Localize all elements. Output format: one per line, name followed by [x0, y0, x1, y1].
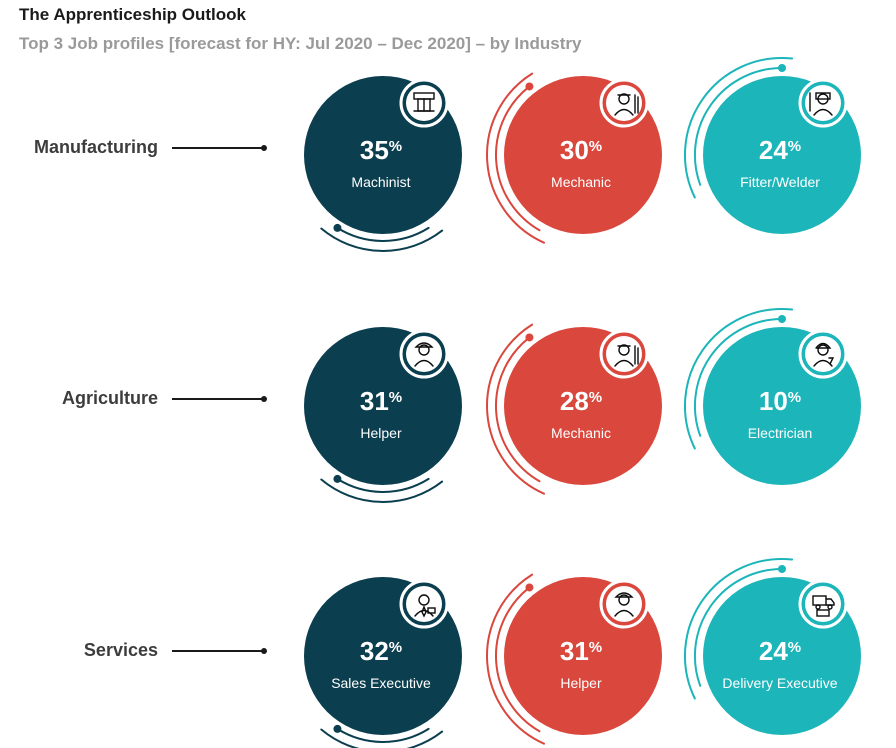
- job-label: Helper: [560, 675, 602, 691]
- percentage-value: 32%: [360, 636, 402, 666]
- connector-line-services: [172, 648, 267, 654]
- percentage-value: 35%: [360, 135, 402, 165]
- bubble-agriculture-electrician: 10% Electrician: [684, 307, 861, 485]
- decor-arc: [693, 67, 783, 186]
- welder-icon: [809, 92, 833, 116]
- job-label: Sales Executive: [331, 675, 431, 691]
- decor-arc: [486, 72, 545, 244]
- decor-arc: [684, 557, 794, 700]
- decor-arc: [494, 85, 541, 232]
- decor-arc: [684, 307, 794, 450]
- helper-icon: [414, 342, 434, 367]
- icon-badge-inner: [805, 85, 841, 121]
- mechanic-icon: [614, 93, 639, 116]
- industry-label-agriculture: Agriculture: [61, 388, 158, 408]
- decor-arc-dot: [525, 82, 534, 91]
- percentage-value: 28%: [560, 386, 602, 416]
- percentage-number: 31: [360, 386, 389, 416]
- percentage-sign: %: [389, 138, 402, 155]
- bubble-agriculture-helper: 31% Helper: [304, 327, 462, 503]
- icon-badge-inner: [805, 336, 841, 372]
- decor-arc-dot: [525, 583, 534, 592]
- industry-label-manufacturing: Manufacturing: [34, 137, 158, 157]
- decor-arc-dot: [778, 565, 786, 573]
- decor-arc-dot: [333, 474, 342, 483]
- percentage-value: 31%: [360, 386, 402, 416]
- job-label: Fitter/Welder: [740, 174, 820, 190]
- decor-arc-dot: [778, 64, 786, 72]
- job-label: Helper: [360, 425, 402, 441]
- decor-arc: [684, 56, 794, 199]
- decor-arc-dot: [333, 223, 342, 232]
- percentage-sign: %: [788, 639, 801, 656]
- job-label: Mechanic: [551, 425, 611, 441]
- decor-arc: [336, 226, 430, 242]
- percentage-number: 32: [360, 636, 389, 666]
- sales-executive-icon: [414, 594, 436, 618]
- mechanic-icon: [614, 344, 639, 367]
- percentage-sign: %: [389, 639, 402, 656]
- bubble-services-sales-executive: 32% Sales Executive: [304, 577, 462, 748]
- decor-arc-dot: [333, 724, 342, 733]
- bubble-services-helper: 31% Helper: [486, 573, 662, 745]
- job-label: Delivery Executive: [722, 675, 837, 691]
- bubble-services-delivery-executive: 24% Delivery Executive: [684, 557, 861, 735]
- percentage-number: 24: [759, 636, 788, 666]
- connector-line-agriculture: [172, 396, 267, 402]
- icon-badge-inner: [406, 336, 442, 372]
- bubble-manufacturing-machinist: 35% Machinist: [304, 76, 462, 252]
- delivery-icon: [812, 595, 835, 617]
- decor-arc-dot: [525, 333, 534, 342]
- percentage-sign: %: [788, 389, 801, 406]
- decor-arc: [320, 728, 444, 748]
- icon-badge-inner: [606, 336, 642, 372]
- decor-arc: [320, 227, 444, 252]
- decor-arc: [693, 318, 783, 437]
- decor-arc: [336, 477, 430, 493]
- page-subtitle: Top 3 Job profiles [forecast for HY: Jul…: [19, 34, 582, 53]
- percentage-number: 35: [360, 135, 389, 165]
- percentage-number: 24: [759, 135, 788, 165]
- decor-arc: [693, 568, 783, 687]
- job-label: Machinist: [351, 174, 410, 190]
- percentage-sign: %: [589, 389, 602, 406]
- machinist-icon: [413, 92, 435, 112]
- percentage-value: 31%: [560, 636, 602, 666]
- decor-arc: [494, 586, 541, 733]
- percentage-value: 24%: [759, 135, 801, 165]
- percentage-value: 24%: [759, 636, 801, 666]
- percentage-number: 31: [560, 636, 589, 666]
- percentage-sign: %: [589, 138, 602, 155]
- industry-label-services: Services: [83, 640, 158, 660]
- bubble-manufacturing-mechanic: 30% Mechanic: [486, 72, 662, 244]
- job-label: Electrician: [748, 425, 813, 441]
- percentage-sign: %: [389, 389, 402, 406]
- percentage-value: 10%: [759, 386, 801, 416]
- decor-arc: [486, 323, 545, 495]
- decor-arc: [320, 478, 444, 503]
- bubble-manufacturing-fitter-welder: 24% Fitter/Welder: [684, 56, 861, 234]
- bubble-agriculture-mechanic: 28% Mechanic: [486, 323, 662, 495]
- decor-arc: [486, 573, 545, 745]
- icon-badge-inner: [606, 85, 642, 121]
- percentage-number: 30: [560, 135, 589, 165]
- percentage-sign: %: [788, 138, 801, 155]
- helper-icon: [614, 592, 634, 617]
- connector-line-manufacturing: [172, 145, 267, 151]
- percentage-number: 10: [759, 386, 788, 416]
- electrician-icon: [813, 342, 835, 367]
- job-label: Mechanic: [551, 174, 611, 190]
- decor-arc-dot: [778, 315, 786, 323]
- icon-badge-inner: [606, 586, 642, 622]
- percentage-sign: %: [589, 639, 602, 656]
- decor-arc: [336, 727, 430, 743]
- percentage-value: 30%: [560, 135, 602, 165]
- icon-badge-inner: [805, 586, 841, 622]
- page-title: The Apprenticeship Outlook: [19, 5, 246, 24]
- decor-arc: [494, 336, 541, 483]
- percentage-number: 28: [560, 386, 589, 416]
